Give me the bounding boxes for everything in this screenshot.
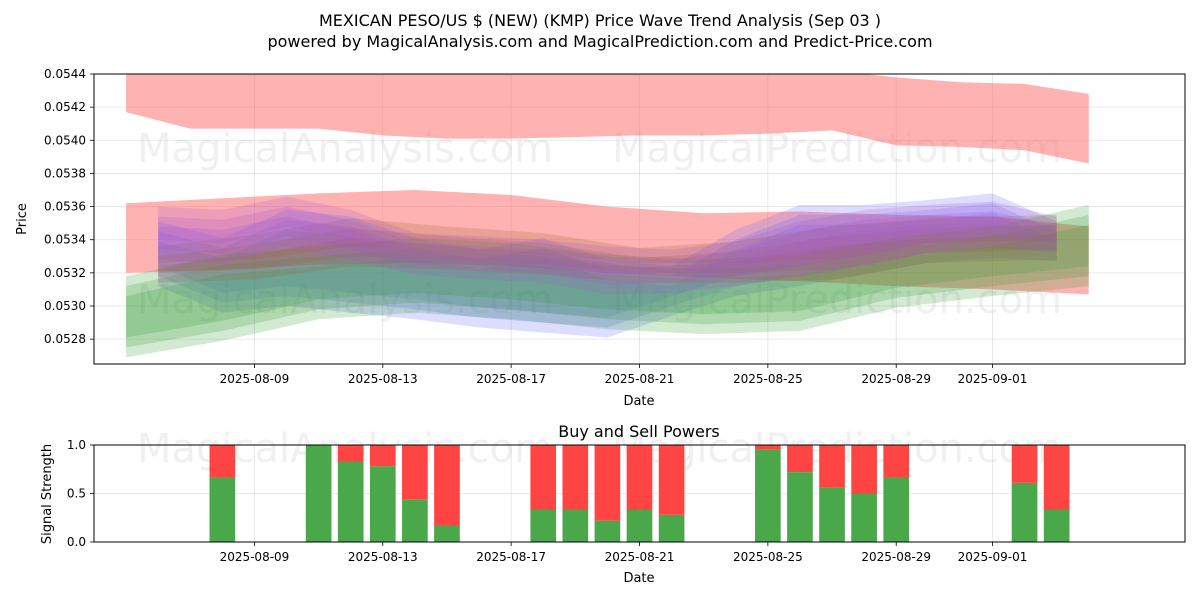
- buy-bar: [434, 525, 460, 542]
- price-y-tick-label: 0.0536: [44, 200, 86, 214]
- sell-bar: [755, 445, 781, 450]
- buy-bar: [562, 509, 589, 542]
- power-y-axis-label: Signal Strength: [40, 444, 55, 544]
- price-band-brown-4-2: [158, 214, 1057, 263]
- price-y-tick-label: 0.0528: [44, 332, 86, 346]
- price-band-brown-4-0: [158, 234, 1057, 283]
- price-y-tick-label: 0.0544: [44, 67, 86, 81]
- buy-bar: [819, 487, 845, 542]
- price-band-purple-5-2: [158, 196, 1057, 275]
- price-x-tick-label: 2025-09-01: [958, 372, 1028, 386]
- buy-bar: [658, 514, 685, 542]
- buy-bar: [530, 509, 557, 542]
- price-y-tick-label: 0.0534: [44, 233, 86, 247]
- sell-bar: [562, 445, 589, 510]
- power-y-ticks: 0.0 0.5 1.0: [67, 438, 94, 549]
- sell-bar: [851, 445, 877, 494]
- buy-bar: [1011, 482, 1038, 542]
- price-band-green-3-0: [126, 224, 1089, 358]
- price-y-tick-label: 0.0532: [44, 266, 86, 280]
- buy-bar: [787, 472, 813, 542]
- price-x-tick-label: 2025-08-09: [220, 372, 290, 386]
- sell-bar: [1043, 445, 1070, 510]
- power-x-tick-label: 2025-08-17: [476, 550, 546, 564]
- buy-bar: [402, 499, 428, 542]
- sell-bar: [337, 445, 364, 462]
- price-x-tick-label: 2025-08-21: [605, 372, 675, 386]
- sell-bar: [658, 445, 685, 515]
- sell-bar: [787, 445, 813, 473]
- sell-bar: [626, 445, 653, 510]
- sell-bar: [530, 445, 557, 510]
- price-bands: [126, 74, 1089, 358]
- price-y-tick-label: 0.0538: [44, 166, 86, 180]
- price-x-tick-label: 2025-08-25: [733, 372, 803, 386]
- buy-bar: [369, 466, 396, 542]
- sell-bar: [594, 445, 621, 521]
- sell-bar: [434, 445, 460, 526]
- chart-subtitle: powered by MagicalAnalysis.com and Magic…: [267, 32, 932, 51]
- buy-bar: [755, 449, 781, 542]
- buy-bar: [883, 477, 910, 542]
- price-band-red-0-0: [126, 74, 1089, 164]
- power-y-tick-label: 1.0: [67, 438, 86, 452]
- power-bars: [209, 445, 1070, 542]
- sell-bar: [883, 445, 910, 478]
- price-x-tick-label: 2025-08-13: [348, 372, 418, 386]
- power-y-tick-label: 0.5: [67, 487, 86, 501]
- price-x-ticks: 2025-08-09 2025-08-13 2025-08-17 2025-08-21…: [220, 364, 1028, 386]
- price-band-brown-4-1: [158, 224, 1057, 273]
- price-band-green-3-2: [126, 204, 1089, 338]
- price-x-axis-label: Date: [623, 394, 654, 409]
- power-y-tick-label: 0.0: [67, 535, 86, 549]
- chart-title: MEXICAN PESO/US $ (NEW) (KMP) Price Wave…: [319, 11, 881, 30]
- power-x-tick-label: 2025-09-01: [958, 550, 1028, 564]
- power-x-tick-label: 2025-08-13: [348, 550, 418, 564]
- price-y-tick-label: 0.0542: [44, 100, 86, 114]
- power-chart-title: Buy and Sell Powers: [558, 422, 720, 441]
- buy-bar: [1043, 509, 1070, 542]
- price-band-blue-2-0: [158, 213, 1057, 338]
- power-x-tick-label: 2025-08-09: [220, 550, 290, 564]
- price-band-purple-5-1: [158, 206, 1057, 285]
- buy-bar: [594, 520, 621, 542]
- price-y-tick-label: 0.0530: [44, 299, 86, 313]
- price-band-blue-2-2: [158, 193, 1057, 318]
- buy-bar: [305, 445, 332, 542]
- power-x-ticks: 2025-08-09 2025-08-13 2025-08-17 2025-08-21…: [220, 542, 1028, 564]
- buy-bar: [626, 509, 653, 542]
- sell-bar: [209, 445, 236, 478]
- price-band-red-1-0: [126, 190, 1089, 295]
- price-y-tick-label: 0.0540: [44, 133, 86, 147]
- power-x-axis-label: Date: [623, 571, 654, 586]
- buy-bar: [209, 477, 236, 542]
- sell-bar: [369, 445, 396, 467]
- price-band-green-3-1: [126, 214, 1089, 348]
- price-y-ticks: 0.0528 0.0530 0.0532 0.0534 0.0536 0.0538 0.05…: [44, 67, 94, 346]
- watermark-analysis-lower: MagicalAnalysis.com: [137, 277, 553, 323]
- power-x-tick-label: 2025-08-25: [733, 550, 803, 564]
- price-y-axis-label: Price: [15, 203, 30, 235]
- price-x-tick-label: 2025-08-29: [861, 372, 931, 386]
- sell-bar: [1011, 445, 1038, 483]
- power-x-tick-label: 2025-08-29: [861, 550, 931, 564]
- price-band-purple-5-0: [158, 216, 1057, 295]
- sell-bar: [402, 445, 428, 500]
- buy-bar: [337, 461, 364, 542]
- price-band-blue-2-1: [158, 203, 1057, 328]
- price-x-tick-label: 2025-08-17: [476, 372, 546, 386]
- sell-bar: [819, 445, 845, 488]
- buy-bar: [851, 493, 877, 542]
- power-x-tick-label: 2025-08-21: [605, 550, 675, 564]
